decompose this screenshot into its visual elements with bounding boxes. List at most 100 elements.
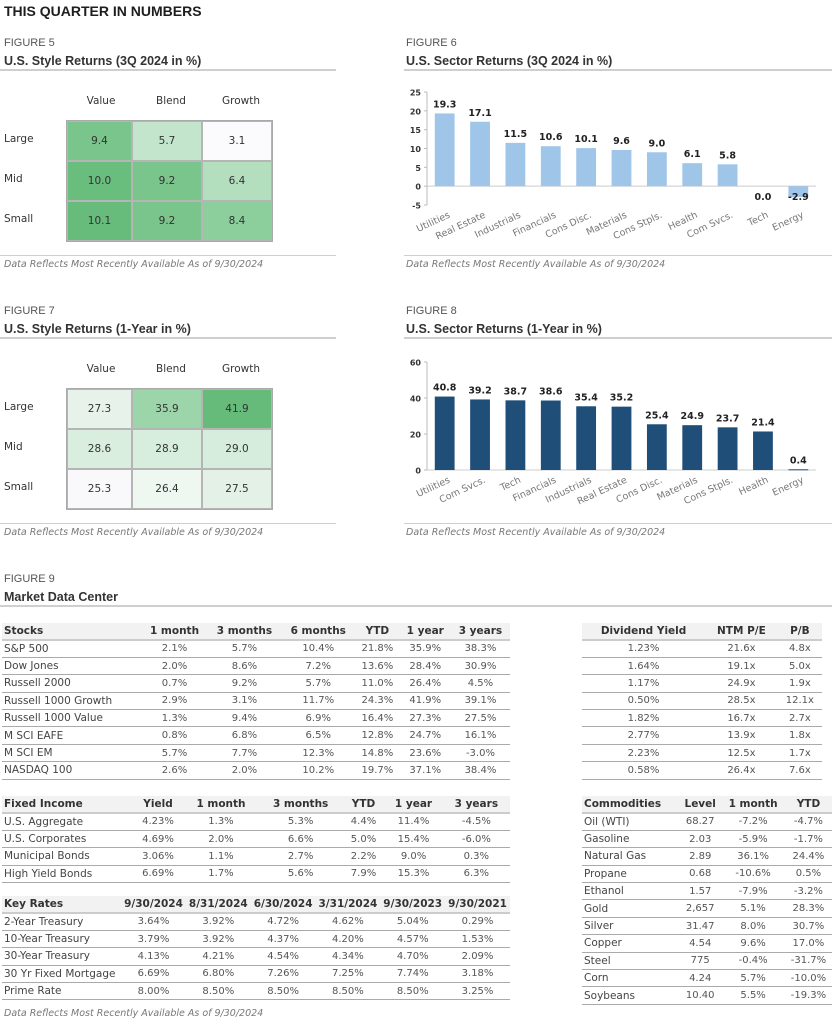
table-cell: 0.8% bbox=[141, 726, 208, 745]
y-tick-label: 0 bbox=[415, 467, 421, 476]
table-cell: 10.4% bbox=[281, 640, 356, 658]
fig8-note: Data Reflects Most Recently Available As… bbox=[406, 527, 666, 538]
table-cell: 1.17% bbox=[582, 674, 706, 693]
table-cell: 5.1% bbox=[721, 899, 785, 918]
table-cell: -10.0% bbox=[784, 969, 832, 988]
column-header: 3 years bbox=[450, 623, 510, 640]
table-cell: 30.7% bbox=[784, 917, 832, 936]
data-label: 38.6 bbox=[539, 387, 563, 398]
x-tick-label: Energy bbox=[771, 210, 806, 234]
column-header: P/B bbox=[777, 623, 822, 640]
column-header: YTD bbox=[355, 623, 400, 640]
table-cell: 3.92% bbox=[185, 930, 251, 949]
table-row: 30 Yr Fixed Mortgage 6.69% 6.80% 7.26% 7.25%… bbox=[2, 965, 510, 984]
column-header: 1 year bbox=[399, 623, 451, 640]
table-cell: 5.7% bbox=[141, 744, 208, 763]
bar bbox=[753, 431, 773, 470]
row-label: Russell 1000 Growth bbox=[2, 692, 142, 711]
table-cell: 1.1% bbox=[183, 847, 259, 866]
table-cell: 23.6% bbox=[399, 744, 451, 763]
fig5-heatmap: Value Blend Growth Large Mid Small 9.4 5.7 3.1 10… bbox=[0, 90, 336, 242]
table-cell: 4.70% bbox=[380, 947, 446, 966]
table-row: Steel 775 -0.4% -31.7% bbox=[582, 952, 832, 971]
data-label: 5.8 bbox=[719, 150, 736, 161]
table-cell: 12.5x bbox=[705, 744, 778, 763]
table-cell: 6.69% bbox=[132, 865, 184, 884]
row-label: Russell 2000 bbox=[2, 674, 142, 693]
row-label: Russell 1000 Value bbox=[2, 709, 142, 728]
table-cell: 3.79% bbox=[121, 930, 186, 949]
bar bbox=[505, 142, 526, 187]
table-cell: 35.9% bbox=[399, 640, 451, 658]
table-cell: 24.7% bbox=[399, 726, 451, 745]
fig8-title: U.S. Sector Returns (1-Year in %) bbox=[406, 322, 602, 336]
table-cell: 7.26% bbox=[250, 965, 316, 984]
row-label: 30 Yr Fixed Mortgage bbox=[2, 965, 122, 984]
table-cell: 17.0% bbox=[784, 934, 832, 953]
x-tick-label: Tech bbox=[745, 210, 770, 229]
table-row: 1.23% 21.6x 4.8x bbox=[582, 640, 822, 658]
table-cell: 39.1% bbox=[450, 692, 510, 711]
y-tick-label: 60 bbox=[410, 359, 422, 368]
table-cell: 2.2% bbox=[342, 847, 385, 866]
table-row: Oil (WTI) 68.27 -7.2% -4.7% bbox=[582, 813, 832, 831]
heatmap-row-header: Small bbox=[4, 213, 34, 225]
y-tick-label: 5 bbox=[415, 164, 421, 173]
data-label: 35.2 bbox=[610, 393, 633, 404]
table-cell: 6.3% bbox=[442, 865, 510, 884]
heatmap-cell: 9.2 bbox=[132, 161, 202, 201]
table-cell: 0.50% bbox=[582, 692, 706, 711]
table-cell: 1.7x bbox=[777, 744, 822, 763]
table-cell: 3.25% bbox=[445, 982, 510, 1001]
fig9-rule bbox=[0, 605, 832, 607]
table-cell: 5.04% bbox=[380, 913, 446, 931]
table-row: High Yield Bonds 6.69% 1.7% 5.6% 7.9% 15.3% 6.… bbox=[2, 865, 510, 884]
table-row: 1.17% 24.9x 1.9x bbox=[582, 674, 822, 693]
table-cell: 3.06% bbox=[132, 847, 184, 866]
table-cell: 0.29% bbox=[445, 913, 510, 931]
column-header: 9/30/2024 bbox=[121, 896, 186, 913]
table-cell: 15.4% bbox=[384, 830, 443, 849]
bar bbox=[788, 186, 809, 198]
y-tick-label: 40 bbox=[410, 395, 422, 404]
table-cell: 4.54 bbox=[679, 934, 722, 953]
table-cell: 2.0% bbox=[183, 830, 259, 849]
table-cell: 4.62% bbox=[315, 913, 381, 931]
column-header: Fixed Income bbox=[2, 796, 133, 813]
bar bbox=[505, 400, 526, 470]
bar bbox=[646, 424, 667, 470]
column-header: 6/30/2024 bbox=[250, 896, 316, 913]
data-label: 6.1 bbox=[684, 149, 701, 160]
row-label: 2-Year Treasury bbox=[2, 913, 122, 931]
row-label: 10-Year Treasury bbox=[2, 930, 122, 949]
fig5-note: Data Reflects Most Recently Available As… bbox=[4, 259, 264, 270]
table-cell: 24.9x bbox=[705, 674, 778, 693]
bar bbox=[576, 406, 597, 470]
table-row: 0.58% 26.4x 7.6x bbox=[582, 761, 822, 780]
table-cell: 9.2% bbox=[207, 674, 282, 693]
table-row: 2.23% 12.5x 1.7x bbox=[582, 744, 822, 763]
heatmap-cell: 5.7 bbox=[132, 121, 202, 161]
column-header: Stocks bbox=[2, 623, 142, 640]
fixed-income-table: Fixed Income Yield 1 month 3 months YTD 1 yea… bbox=[2, 796, 510, 884]
table-row: Natural Gas 2.89 36.1% 24.4% bbox=[582, 847, 832, 866]
table-row: 1.64% 19.1x 5.0x bbox=[582, 657, 822, 676]
bar bbox=[611, 150, 632, 187]
table-cell: -6.0% bbox=[442, 830, 510, 849]
heatmap-grid: 9.4 5.7 3.1 10.0 9.2 6.4 10.1 9.2 8.4 bbox=[66, 120, 273, 242]
table-cell: 6.6% bbox=[258, 830, 343, 849]
table-cell: 13.9x bbox=[705, 726, 778, 745]
table-cell: 28.5x bbox=[705, 692, 778, 711]
table-cell: 5.6% bbox=[258, 865, 343, 884]
table-row: 2.77% 13.9x 1.8x bbox=[582, 726, 822, 745]
y-tick-label: 10 bbox=[410, 145, 422, 154]
column-header: 3 months bbox=[258, 796, 343, 813]
table-cell: 19.1x bbox=[705, 657, 778, 676]
row-label: Ethanol bbox=[582, 882, 680, 901]
table-row: Russell 2000 0.7% 9.2% 5.7% 11.0% 26.4% 4.5% bbox=[2, 674, 510, 693]
data-label: -2.9 bbox=[788, 192, 809, 203]
heatmap-row-header: Large bbox=[4, 401, 34, 413]
heatmap-cell: 26.4 bbox=[132, 469, 202, 509]
stocks-table: Stocks 1 month 3 months 6 months YTD 1 year 3 … bbox=[2, 623, 510, 780]
bar bbox=[717, 164, 738, 187]
